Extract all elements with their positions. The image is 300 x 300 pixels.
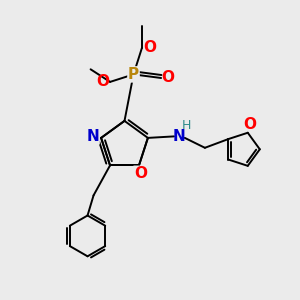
- Text: O: O: [134, 166, 147, 181]
- Text: O: O: [161, 70, 174, 86]
- Text: N: N: [86, 129, 99, 144]
- Text: H: H: [182, 119, 192, 132]
- Text: O: O: [243, 117, 256, 132]
- Text: P: P: [128, 67, 139, 82]
- Text: N: N: [173, 129, 186, 144]
- Text: O: O: [96, 74, 110, 89]
- Text: O: O: [143, 40, 156, 55]
